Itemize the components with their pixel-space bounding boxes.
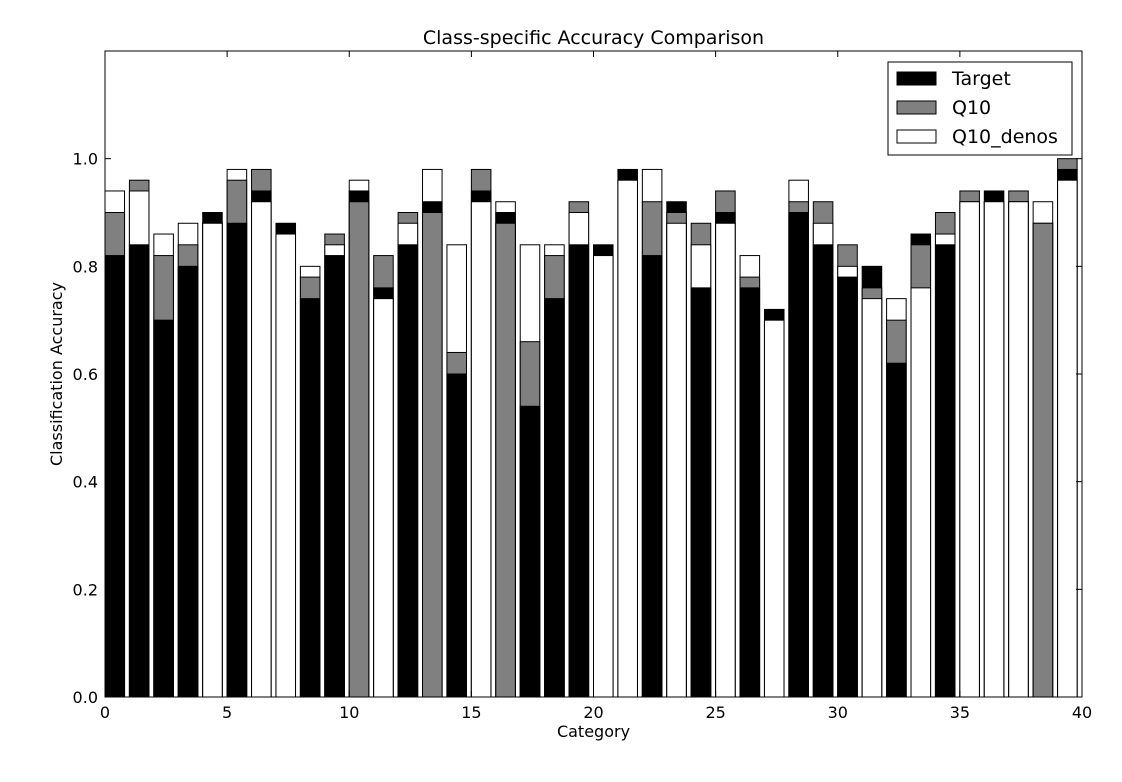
y-tick-label: 0.2	[73, 580, 98, 599]
legend-label-q10: Q10	[952, 97, 991, 119]
y-tick-label: 0.0	[73, 688, 98, 707]
bar-target-30	[837, 276, 858, 698]
x-tick-label: 10	[339, 703, 359, 722]
bar-target-28	[788, 212, 809, 698]
x-tick-label: 15	[461, 703, 481, 722]
bar-target-18	[544, 298, 565, 698]
ticks-layer: 0 5 10 15 20 25 30 35 40 0.0 0.2 0.4 0.6 0.8 1.0	[73, 51, 1092, 722]
bar-q10-denos-37	[1008, 201, 1029, 698]
x-tick-label: 25	[705, 703, 725, 722]
y-tick-label: 1.0	[73, 150, 98, 169]
bar-q10-denos-7	[275, 233, 297, 698]
legend-swatch-target	[896, 71, 937, 86]
bar-q10-denos-4	[202, 222, 223, 698]
y-axis-label: Classification Accuracy	[47, 282, 66, 466]
bar-q10-denos-33	[910, 287, 932, 698]
x-tick-label: 30	[828, 703, 848, 722]
bar-q10-13	[422, 212, 443, 698]
bar-target-1	[128, 244, 150, 698]
y-tick-label: 0.6	[73, 365, 98, 384]
legend-swatch-q10	[896, 100, 937, 115]
x-tick-label: 20	[583, 703, 603, 722]
bar-q10-denos-11	[373, 298, 394, 698]
bar-q10-denos-21	[617, 179, 638, 698]
bar-target-24	[690, 287, 712, 698]
bar-q10-denos-6	[251, 201, 272, 698]
x-axis-label: Category	[557, 722, 630, 741]
plot-frame	[104, 50, 1083, 698]
bar-target-14	[446, 373, 467, 698]
bar-q10-denos-27	[763, 319, 785, 698]
legend-label-q10-denos: Q10_denos	[952, 126, 1058, 148]
bar-target-19	[568, 244, 590, 698]
bar-target-8	[299, 298, 321, 698]
bar-target-2	[153, 319, 174, 698]
bar-target-32	[886, 362, 907, 698]
bar-target-12	[397, 244, 419, 698]
bar-q10-38	[1032, 222, 1054, 698]
chart-title: Class-specific Accuracy Comparison	[423, 27, 764, 49]
bar-target-9	[324, 255, 345, 698]
bar-q10-16	[495, 222, 516, 698]
bar-q10-denos-20	[593, 255, 614, 698]
bar-q10-denos-39	[1057, 179, 1078, 698]
bar-q10-denos-31	[861, 298, 883, 698]
bar-target-17	[519, 405, 541, 698]
bar-target-0	[104, 255, 126, 698]
bar-target-29	[812, 244, 834, 698]
y-tick-label: 0.4	[73, 473, 98, 492]
bar-q10-denos-35	[959, 201, 980, 698]
y-tick-label: 0.8	[73, 257, 98, 276]
bar-target-34	[934, 244, 956, 698]
bar-q10-denos-23	[666, 222, 687, 698]
legend-label-target: Target	[951, 68, 1011, 90]
bar-q10-denos-15	[470, 201, 492, 698]
x-tick-label: 5	[222, 703, 232, 722]
bar-q10-10	[348, 201, 370, 698]
x-tick-label: 40	[1072, 703, 1092, 722]
bar-target-5	[226, 222, 248, 698]
legend: Target Q10 Q10_denos	[887, 61, 1073, 156]
legend-swatch-q10-denos	[896, 129, 937, 144]
bar-q10-denos-25	[715, 222, 736, 698]
bar-target-22	[641, 255, 663, 698]
bar-target-3	[177, 265, 199, 698]
bar-target-26	[739, 287, 761, 698]
bar-q10-denos-36	[983, 201, 1005, 698]
x-tick-label: 0	[100, 703, 110, 722]
x-tick-label: 35	[950, 703, 970, 722]
